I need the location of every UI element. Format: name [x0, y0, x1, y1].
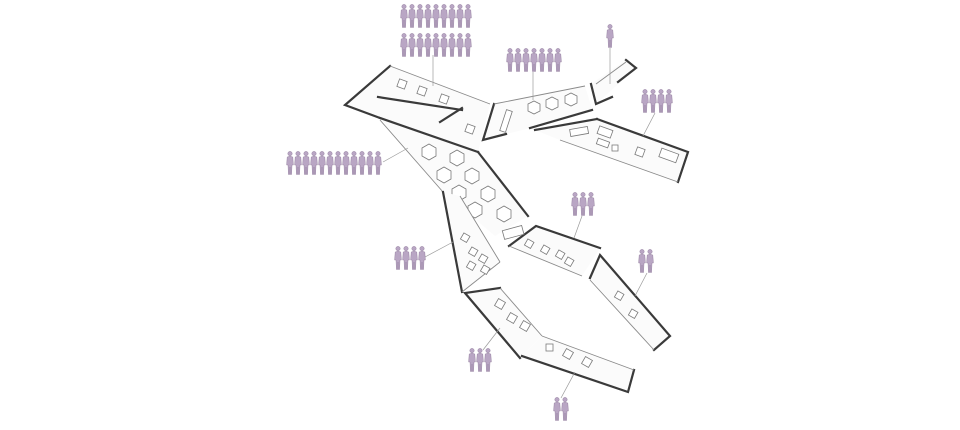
people-group-top-left-row2 [400, 33, 472, 57]
people-group-right-lower [638, 249, 654, 273]
wing-right-lounge [533, 117, 690, 184]
people-group-bottom-left [468, 348, 492, 372]
people-group-top-middle [506, 48, 562, 72]
wing-top-middle [481, 85, 594, 142]
people-group-right-lounge [641, 89, 673, 113]
wing-right-lower [588, 252, 672, 352]
leader-lines [382, 48, 656, 399]
wing-central-dining [378, 116, 530, 236]
people-group-bottom [553, 397, 569, 421]
people-group-central-dining [286, 151, 382, 175]
wing-top-left [342, 64, 491, 152]
people-group-top-right-nook [606, 24, 614, 48]
wing-bottom-left [462, 286, 543, 360]
people-group-middle-office [571, 192, 595, 216]
wing-bottom [520, 335, 636, 394]
people-group-left-lower [394, 246, 426, 270]
wing-middle-office [501, 224, 602, 277]
people-group-top-left-row1 [400, 4, 472, 28]
wing-top-right-nook [589, 58, 638, 106]
